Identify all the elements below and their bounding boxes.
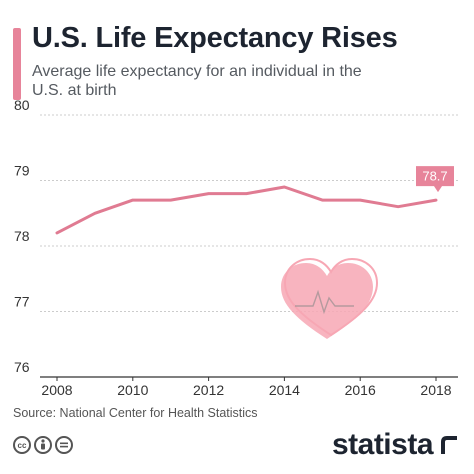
life-expectancy-line <box>55 185 438 235</box>
source-note: Source: National Center for Health Stati… <box>13 406 258 420</box>
x-axis-ticks: 2008 2010 2012 2014 2016 2018 <box>41 377 452 398</box>
x-tick-label: 2014 <box>269 382 300 398</box>
x-tick-label: 2018 <box>420 382 451 398</box>
x-tick-label: 2012 <box>193 382 224 398</box>
creative-commons-icon[interactable]: cc <box>13 436 31 454</box>
statista-logo[interactable]: statista <box>332 428 459 462</box>
y-tick-label: 76 <box>14 359 30 375</box>
y-tick-label: 80 <box>14 97 30 113</box>
statista-mark-icon <box>441 436 457 454</box>
x-tick-label: 2016 <box>345 382 376 398</box>
chart-title: U.S. Life Expectancy Rises <box>32 22 398 54</box>
x-tick-label: 2008 <box>41 382 72 398</box>
y-tick-label: 78 <box>14 228 30 244</box>
grid-lines <box>40 114 458 378</box>
title-accent-bar <box>13 28 21 100</box>
y-axis-ticks: 76 77 78 79 80 <box>14 97 30 375</box>
no-derivatives-icon[interactable] <box>55 436 73 454</box>
license-icons: cc <box>13 436 73 454</box>
attribution-icon[interactable] <box>34 436 52 454</box>
heart-icon <box>281 257 379 339</box>
last-value-callout: 78.7 <box>416 166 454 193</box>
brand-name: statista <box>331 428 434 461</box>
chart-subtitle: Average life expectancy for an individua… <box>32 63 362 99</box>
last-value-label: 78.7 <box>422 169 447 184</box>
y-tick-label: 79 <box>14 163 30 179</box>
y-tick-label: 77 <box>14 294 30 310</box>
x-tick-label: 2010 <box>117 382 148 398</box>
